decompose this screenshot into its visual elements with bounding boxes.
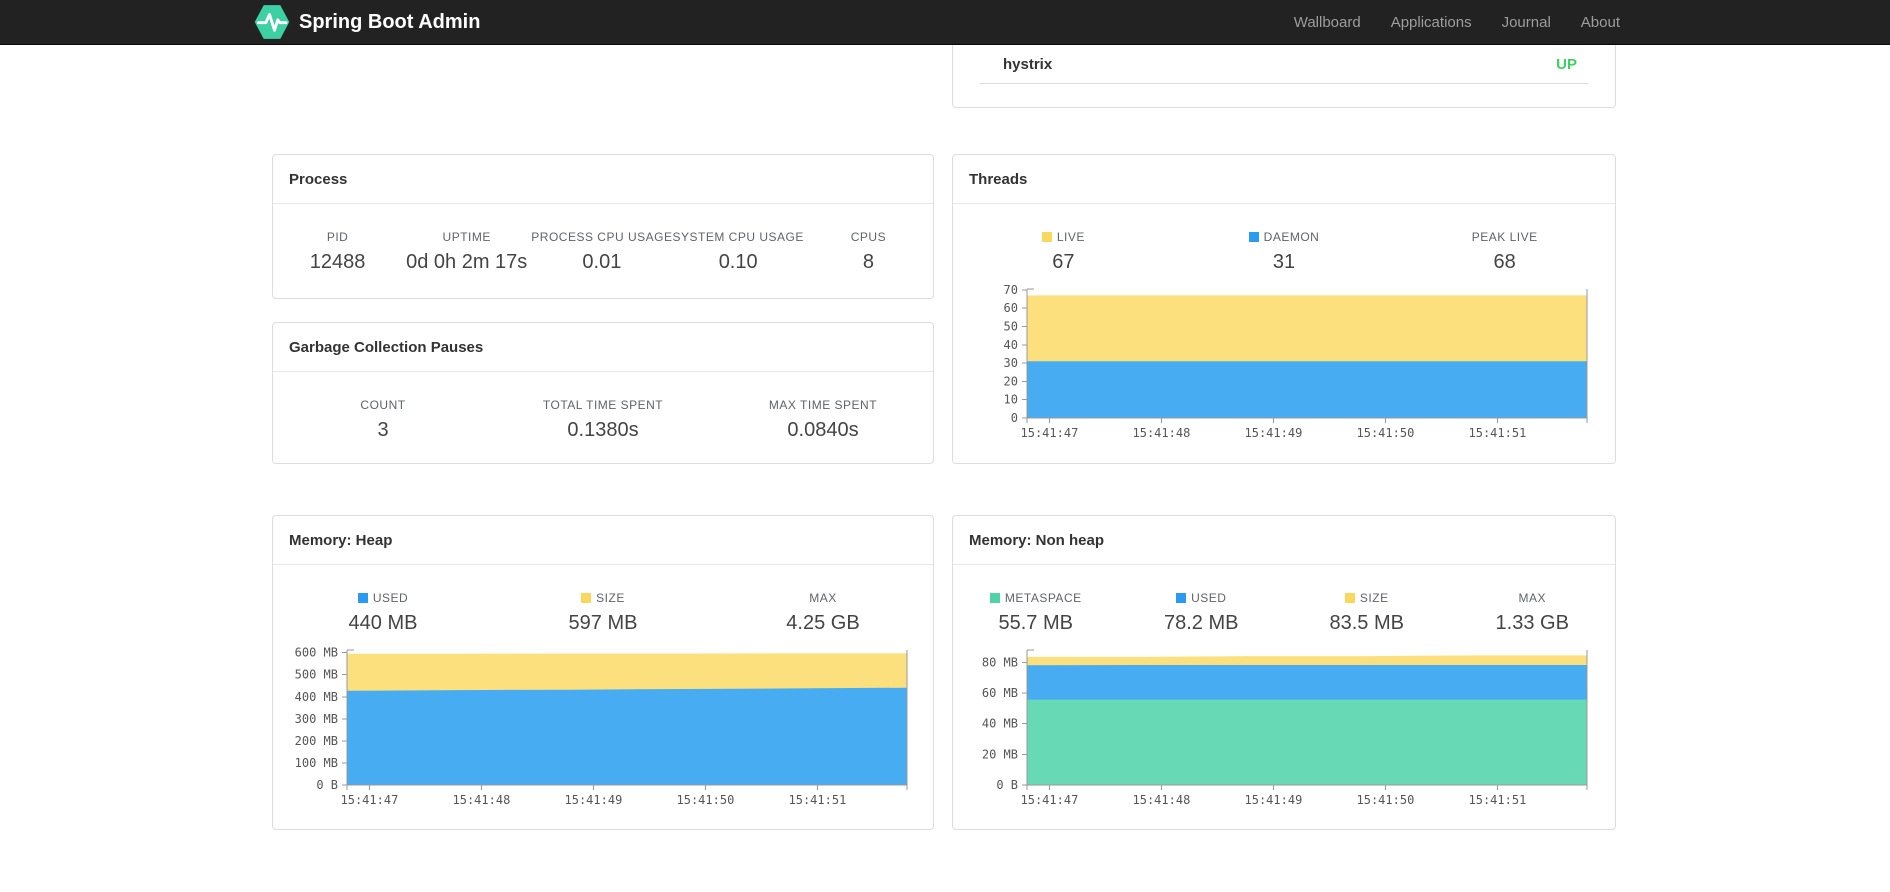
- svg-text:0 B: 0 B: [316, 778, 338, 792]
- garbage-collection-card: Garbage Collection Pauses COUNT 3 TOTAL …: [272, 322, 934, 464]
- svg-text:15:41:49: 15:41:49: [1245, 793, 1303, 807]
- nonheap-size-legend-swatch: [1344, 593, 1355, 603]
- gc-stats: COUNT 3 TOTAL TIME SPENT 0.1380s MAX TIM…: [273, 372, 933, 442]
- svg-text:100 MB: 100 MB: [295, 756, 338, 770]
- memory-nonheap-card: Memory: Non heap METASPACE 55.7 MB USED …: [952, 515, 1616, 830]
- nonheap-legend: METASPACE 55.7 MB USED 78.2 MB SIZE 83.5…: [953, 565, 1615, 635]
- svg-text:40 MB: 40 MB: [982, 717, 1018, 731]
- stat-live-threads: LIVE 67: [953, 230, 1174, 274]
- svg-text:15:41:48: 15:41:48: [453, 793, 511, 807]
- svg-text:10: 10: [1004, 393, 1018, 407]
- svg-text:15:41:50: 15:41:50: [1357, 426, 1415, 440]
- stat-heap-size: SIZE 597 MB: [568, 591, 638, 634]
- spring-boot-admin-logo-icon: [254, 4, 290, 40]
- stat-pid: PID 12488: [309, 230, 366, 273]
- stat-nonheap-max: MAX 1.33 GB: [1495, 591, 1569, 634]
- stat-gc-total-time: TOTAL TIME SPENT 0.1380s: [542, 398, 664, 441]
- svg-text:15:41:50: 15:41:50: [677, 793, 735, 807]
- svg-text:15:41:49: 15:41:49: [565, 793, 623, 807]
- svg-text:40: 40: [1004, 338, 1018, 352]
- svg-text:15:41:51: 15:41:51: [1469, 426, 1527, 440]
- threads-area-chart: 0 10 20 30 40 50 60 70 15:41:47 15:41:48 15:41:49 1…: [1004, 283, 1588, 440]
- svg-text:15:41:47: 15:41:47: [1021, 793, 1079, 807]
- svg-text:15:41:51: 15:41:51: [1469, 793, 1527, 807]
- stat-uptime: UPTIME 0d 0h 2m 17s: [406, 230, 528, 273]
- stat-gc-count: COUNT 3: [360, 398, 406, 441]
- stat-nonheap-size: SIZE 83.5 MB: [1329, 591, 1404, 634]
- nonheap-used-legend-swatch: [1176, 593, 1187, 603]
- svg-text:20 MB: 20 MB: [982, 747, 1018, 761]
- process-card: Process PID 12488 UPTIME 0d 0h 2m 17s PR…: [272, 154, 934, 299]
- svg-text:15:41:51: 15:41:51: [789, 793, 847, 807]
- heap-used-legend-swatch: [357, 593, 368, 603]
- memory-heap-card: Memory: Heap USED 440 MB SIZE 597 MB MAX…: [272, 515, 934, 830]
- svg-text:500 MB: 500 MB: [295, 668, 338, 682]
- stat-gc-max-time: MAX TIME SPENT 0.0840s: [768, 398, 878, 441]
- svg-text:300 MB: 300 MB: [295, 712, 338, 726]
- nav-item-applications[interactable]: Applications: [1390, 13, 1472, 31]
- svg-text:15:41:48: 15:41:48: [1133, 793, 1191, 807]
- process-card-title: Process: [273, 155, 933, 204]
- stat-heap-used: USED 440 MB: [348, 591, 418, 634]
- nav-item-journal[interactable]: Journal: [1501, 13, 1551, 31]
- stat-heap-max: MAX 4.25 GB: [786, 591, 860, 634]
- nonheap-card-title: Memory: Non heap: [953, 516, 1615, 565]
- svg-text:200 MB: 200 MB: [295, 734, 338, 748]
- process-stats: PID 12488 UPTIME 0d 0h 2m 17s PROCESS CP…: [273, 204, 933, 274]
- live-legend-swatch: [1041, 232, 1052, 242]
- nav-menu: Wallboard Applications Journal About: [1279, 0, 1620, 45]
- nonheap-area-chart: 0 B 20 MB 40 MB 60 MB 80 MB 15:41:47 15:41:48 1…: [982, 649, 1588, 807]
- health-status-card: hystrix UP: [952, 45, 1616, 108]
- threads-legend: LIVE 67 DAEMON 31 PEAK LIVE 68: [953, 204, 1615, 274]
- svg-text:600 MB: 600 MB: [295, 646, 338, 660]
- svg-text:15:41:49: 15:41:49: [1245, 426, 1303, 440]
- threads-card-title: Threads: [953, 155, 1615, 204]
- threads-card: Threads LIVE 67 DAEMON 31 PEAK LIVE 68 0…: [952, 154, 1616, 464]
- gc-card-title: Garbage Collection Pauses: [273, 323, 933, 372]
- stat-metaspace: METASPACE 55.7 MB: [953, 591, 1119, 635]
- brand-title: Spring Boot Admin: [299, 10, 481, 33]
- stat-nonheap-used: USED 78.2 MB: [1164, 591, 1239, 634]
- svg-text:30: 30: [1004, 356, 1018, 370]
- heap-legend: USED 440 MB SIZE 597 MB MAX 4.25 GB: [273, 565, 933, 635]
- svg-text:400 MB: 400 MB: [295, 690, 338, 704]
- heap-card-title: Memory: Heap: [273, 516, 933, 565]
- daemon-legend-swatch: [1248, 232, 1259, 242]
- stat-cpus: CPUS 8: [850, 230, 887, 273]
- svg-text:0: 0: [1011, 411, 1018, 425]
- svg-text:70: 70: [1004, 283, 1018, 297]
- metaspace-legend-swatch: [989, 593, 1000, 603]
- service-name: hystrix: [1003, 55, 1053, 73]
- svg-text:0 B: 0 B: [996, 778, 1018, 792]
- brand-link[interactable]: Spring Boot Admin: [254, 4, 480, 40]
- navbar-inner: Spring Boot Admin Wallboard Applications…: [254, 0, 1620, 44]
- svg-text:50: 50: [1004, 320, 1018, 334]
- nav-item-about[interactable]: About: [1580, 13, 1620, 31]
- content-container: hystrix UP Process PID 12488 UPTIME 0d 0…: [272, 0, 1618, 892]
- svg-text:60: 60: [1004, 301, 1018, 315]
- svg-text:15:41:47: 15:41:47: [341, 793, 399, 807]
- svg-text:60 MB: 60 MB: [982, 686, 1018, 700]
- svg-text:20: 20: [1004, 374, 1018, 388]
- svg-text:80 MB: 80 MB: [982, 655, 1018, 669]
- svg-text:15:41:48: 15:41:48: [1133, 426, 1191, 440]
- nav-item-wallboard[interactable]: Wallboard: [1293, 13, 1361, 31]
- heap-area-chart: 0 B 100 MB 200 MB 300 MB 400 MB 500 MB 600 MB 1…: [295, 646, 908, 807]
- status-badge: UP: [1556, 55, 1577, 73]
- stat-daemon-threads: DAEMON 31: [1174, 230, 1395, 274]
- health-row-hystrix[interactable]: hystrix UP: [979, 45, 1589, 84]
- heap-size-legend-swatch: [581, 593, 592, 603]
- stat-process-cpu-usage: PROCESS CPU USAGE 0.01: [531, 230, 673, 273]
- navbar: Spring Boot Admin Wallboard Applications…: [0, 0, 1890, 45]
- svg-text:15:41:50: 15:41:50: [1357, 793, 1415, 807]
- svg-text:15:41:47: 15:41:47: [1021, 426, 1079, 440]
- stat-system-cpu-usage: SYSTEM CPU USAGE 0.10: [672, 230, 804, 273]
- stat-peak-live-threads: PEAK LIVE 68: [1471, 230, 1538, 273]
